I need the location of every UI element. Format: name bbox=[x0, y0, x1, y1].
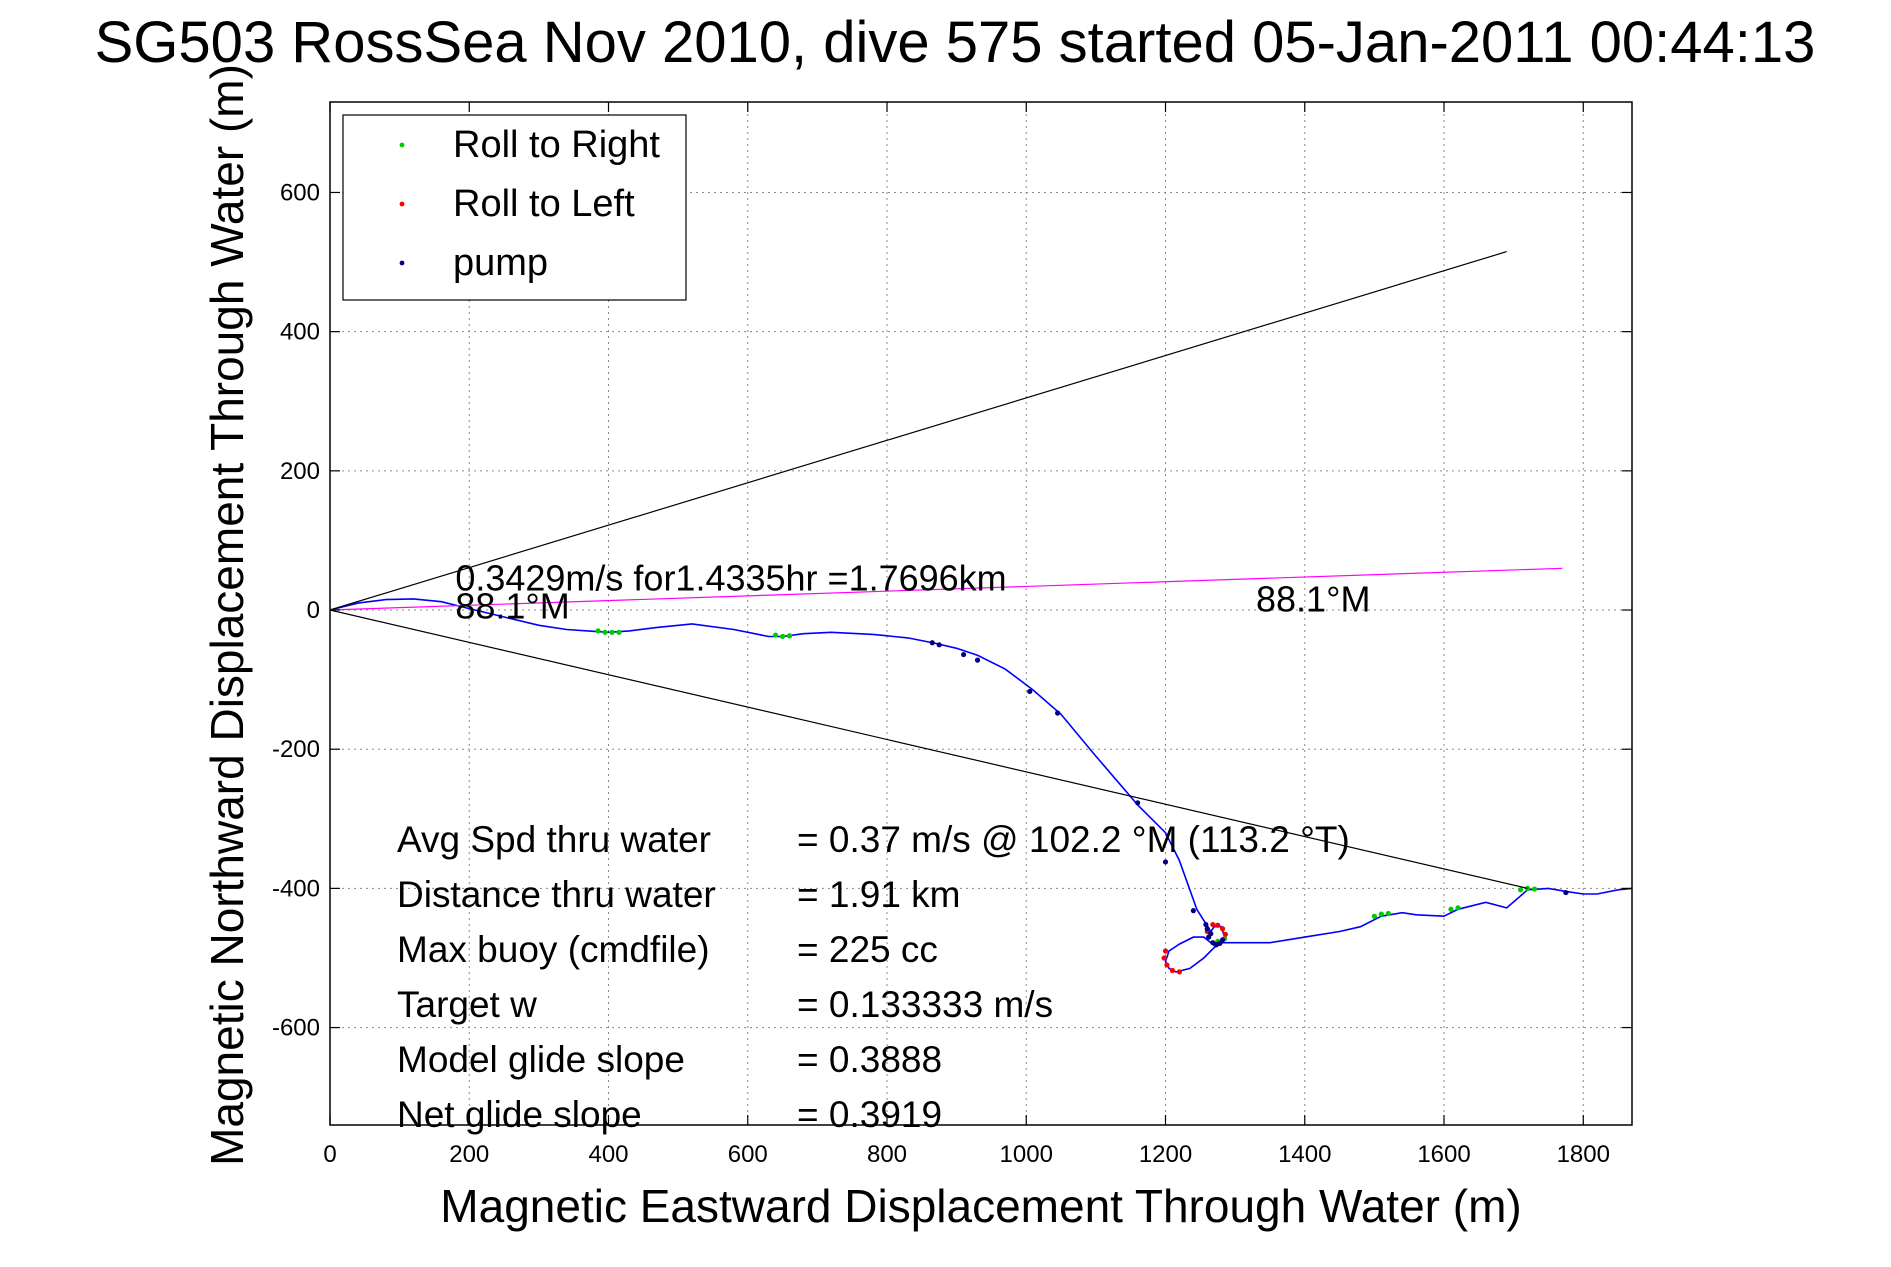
stat-label: Avg Spd thru water bbox=[397, 819, 711, 860]
x-tick-label: 0 bbox=[323, 1141, 336, 1168]
point-roll-to-right bbox=[1378, 911, 1384, 917]
annotation-label: 88.1°M bbox=[1256, 578, 1370, 619]
y-tick-label: 0 bbox=[307, 597, 320, 624]
legend-label: Roll to Right bbox=[453, 124, 660, 166]
x-tick-label: 1400 bbox=[1278, 1141, 1331, 1168]
point-pump bbox=[1135, 800, 1141, 806]
stat-value: = 1.91 km bbox=[797, 874, 961, 915]
stat-value: = 0.37 m/s @ 102.2 °M (113.2 °T) bbox=[797, 819, 1350, 860]
point-roll-to-right bbox=[609, 629, 615, 635]
series-line-net-heading bbox=[329, 567, 1563, 611]
x-tick-label: 800 bbox=[867, 1141, 907, 1168]
point-pump bbox=[1220, 937, 1226, 943]
point-pump bbox=[960, 651, 967, 658]
x-tick-label: 1200 bbox=[1139, 1141, 1192, 1168]
legend: Roll to Right Roll to Left pump bbox=[342, 114, 687, 301]
x-axis-label: Magnetic Eastward Displacement Through W… bbox=[440, 1180, 1521, 1232]
point-pump bbox=[1162, 859, 1169, 865]
point-roll-to-left bbox=[1164, 962, 1170, 968]
x-tick-label: 400 bbox=[588, 1141, 628, 1168]
point-roll-to-left bbox=[1176, 969, 1183, 975]
point-roll-to-right bbox=[1455, 905, 1461, 911]
point-roll-to-left bbox=[1222, 931, 1228, 937]
point-roll-to-right bbox=[1517, 887, 1524, 893]
stat-value: = 225 cc bbox=[797, 929, 938, 970]
point-pump bbox=[1054, 710, 1061, 716]
point-roll-to-left bbox=[1169, 967, 1176, 974]
chart-title: SG503 RossSea Nov 2010, dive 575 started… bbox=[95, 10, 1816, 75]
point-roll-to-right bbox=[1371, 913, 1377, 919]
stat-label: Net glide slope bbox=[397, 1094, 642, 1135]
series-line-lower-bound bbox=[329, 609, 1528, 889]
y-tick-label: 200 bbox=[280, 458, 320, 485]
x-tick-label: 1600 bbox=[1417, 1141, 1470, 1168]
x-tick-label: 1000 bbox=[1000, 1141, 1053, 1168]
point-roll-to-left bbox=[1161, 955, 1167, 961]
point-roll-to-right bbox=[786, 633, 793, 639]
stat-label: Max buoy (cmdfile) bbox=[397, 929, 710, 970]
point-roll-to-left bbox=[1210, 921, 1216, 928]
point-roll-to-right bbox=[1531, 886, 1538, 892]
point-pump bbox=[1027, 688, 1033, 695]
series-layer bbox=[329, 251, 1633, 975]
stat-value: = 0.3888 bbox=[797, 1039, 942, 1080]
x-tick-label: 1800 bbox=[1557, 1141, 1610, 1168]
point-roll-to-right bbox=[773, 632, 779, 638]
point-pump bbox=[1208, 931, 1214, 937]
legend-marker bbox=[399, 142, 405, 148]
stat-value: = 0.133333 m/s bbox=[797, 984, 1053, 1025]
stat-value: = 0.3919 bbox=[797, 1094, 942, 1135]
series-line-upper-bound bbox=[329, 251, 1507, 611]
annotation-label: 88.1°M bbox=[455, 585, 569, 626]
point-pump bbox=[1217, 940, 1223, 946]
point-roll-to-left bbox=[1162, 948, 1169, 954]
point-roll-to-right bbox=[595, 628, 601, 634]
annotation-label: 0.3429m/s for1.4335hr =1.7696km bbox=[455, 558, 1006, 599]
point-roll-to-right bbox=[1385, 910, 1391, 917]
legend-label: pump bbox=[453, 242, 548, 284]
point-roll-to-right bbox=[1448, 906, 1454, 912]
y-tick-label: -200 bbox=[272, 736, 320, 763]
y-axis-label: Magnetic Northward Displacement Through … bbox=[201, 64, 253, 1166]
y-tick-label: -600 bbox=[272, 1015, 320, 1042]
stat-label: Target w bbox=[397, 984, 537, 1025]
point-pump bbox=[1203, 921, 1209, 928]
x-tick-label: 200 bbox=[449, 1141, 489, 1168]
y-tick-label: 400 bbox=[280, 319, 320, 346]
axis-ticks: 0 200 400 600 800 1000 1200 1400 1600 1800 -600 -40… bbox=[272, 102, 1632, 1168]
point-pump bbox=[936, 642, 942, 648]
point-pump bbox=[1204, 926, 1210, 932]
point-roll-to-right bbox=[602, 629, 608, 635]
y-tick-label: -400 bbox=[272, 875, 320, 902]
legend-marker bbox=[399, 260, 405, 266]
legend-label: Roll to Left bbox=[453, 183, 635, 225]
point-pump bbox=[1563, 889, 1569, 896]
plot-frame bbox=[329, 101, 1633, 1126]
stat-label: Distance thru water bbox=[397, 874, 716, 915]
point-roll-to-right bbox=[779, 633, 786, 640]
legend-marker bbox=[399, 201, 405, 207]
stat-label: Model glide slope bbox=[397, 1039, 685, 1080]
point-pump bbox=[1190, 908, 1196, 914]
y-tick-label: 600 bbox=[280, 179, 320, 206]
point-roll-to-left bbox=[1220, 926, 1226, 932]
x-tick-label: 600 bbox=[728, 1141, 768, 1168]
point-pump bbox=[974, 657, 981, 663]
point-roll-to-right bbox=[616, 629, 622, 635]
legend-box bbox=[342, 114, 687, 301]
point-roll-to-left bbox=[1215, 922, 1221, 928]
point-pump bbox=[929, 640, 935, 646]
